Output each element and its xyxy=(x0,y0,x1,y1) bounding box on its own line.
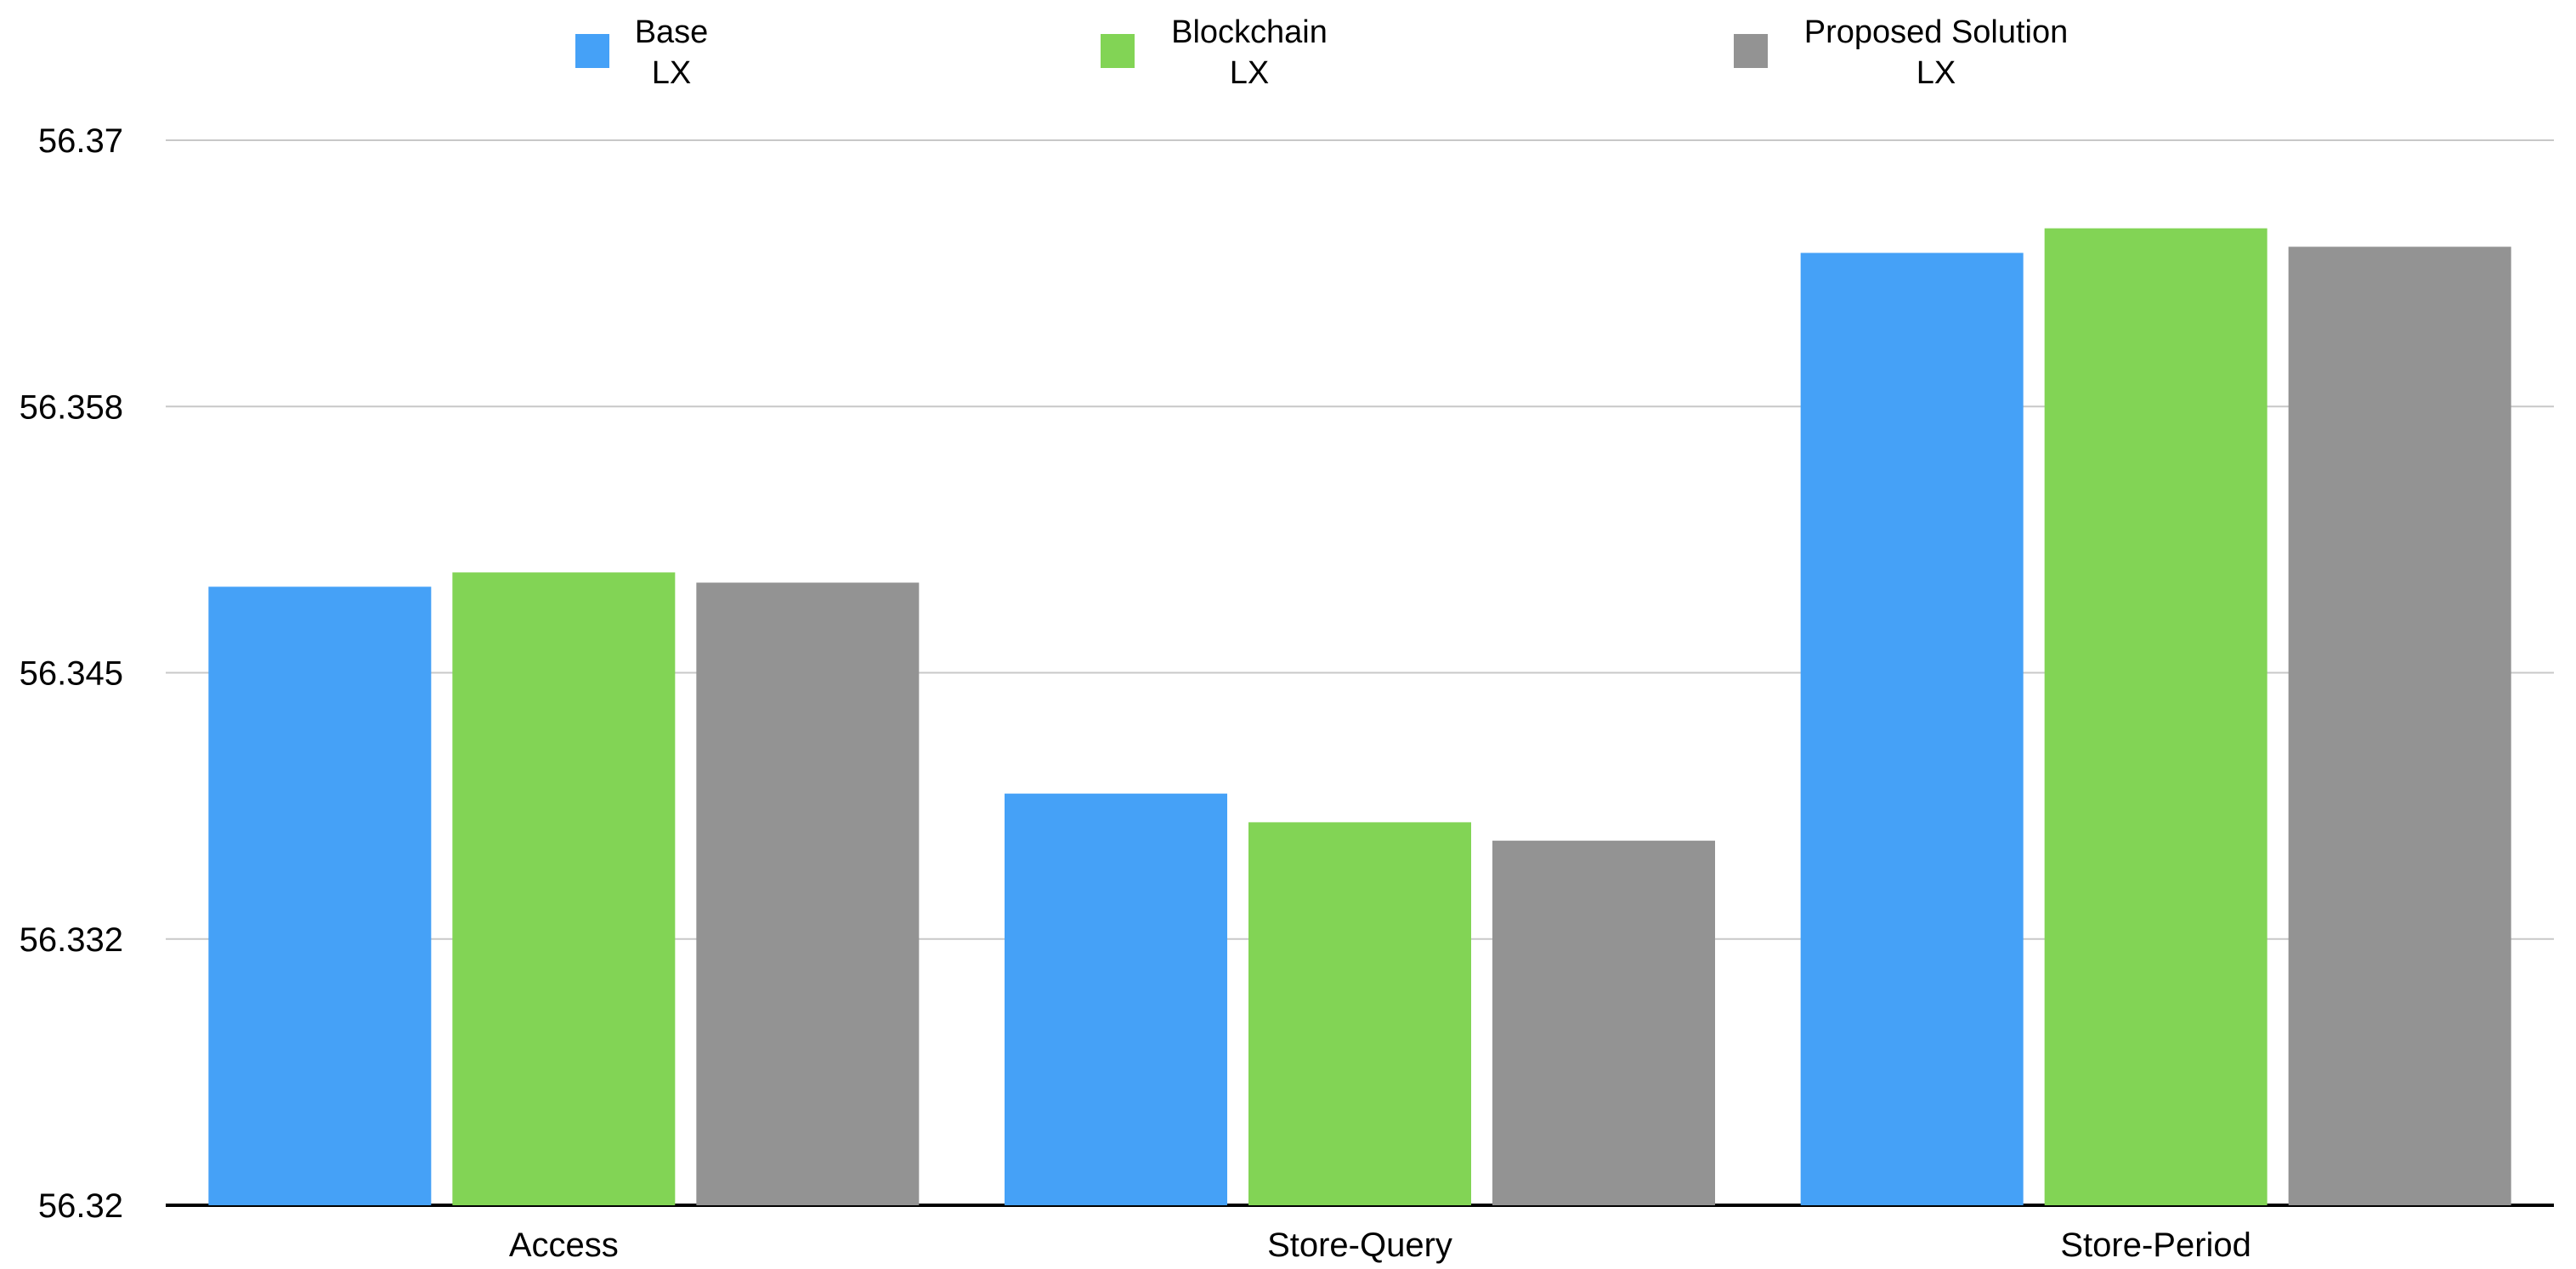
x-axis: Access Store-Query Store-Period xyxy=(509,1227,2251,1264)
y-tick-label: 56.345 xyxy=(20,655,123,693)
y-tick-label: 56.37 xyxy=(38,122,123,160)
bar-blockchain-store-query xyxy=(1248,822,1471,1205)
y-tick-label: 56.332 xyxy=(20,921,123,959)
legend: Base LX Blockchain LX Proposed Solution LX xyxy=(575,14,2068,91)
legend-swatch xyxy=(575,34,609,68)
legend-swatch xyxy=(1734,34,1768,68)
legend-swatch xyxy=(1101,34,1135,68)
legend-item-proposed-solution: Proposed Solution LX xyxy=(1734,14,2068,91)
legend-item-base: Base LX xyxy=(575,14,708,91)
x-tick-label: Access xyxy=(509,1227,619,1264)
legend-item-blockchain: Blockchain LX xyxy=(1101,14,1328,91)
bar-proposed-solution-access xyxy=(696,582,920,1205)
bars xyxy=(208,228,2511,1206)
bar-base-store-query xyxy=(1005,793,1227,1205)
bar-blockchain-access xyxy=(452,572,676,1205)
x-tick-label: Store-Query xyxy=(1267,1227,1452,1264)
bar-proposed-solution-store-query xyxy=(1492,841,1715,1205)
y-axis: 56.32 56.332 56.345 56.358 56.37 xyxy=(20,122,123,1225)
bar-blockchain-store-period xyxy=(2044,228,2267,1205)
legend-label: Base LX xyxy=(635,14,709,91)
x-tick-label: Store-Period xyxy=(2060,1227,2251,1264)
legend-label: Blockchain LX xyxy=(1171,14,1328,91)
y-tick-label: 56.358 xyxy=(20,388,123,426)
legend-label: Proposed Solution LX xyxy=(1804,14,2069,91)
bar-base-store-period xyxy=(1800,252,2024,1206)
y-tick-label: 56.32 xyxy=(38,1187,123,1225)
bar-proposed-solution-store-period xyxy=(2288,246,2511,1205)
bar-base-access xyxy=(208,586,432,1205)
